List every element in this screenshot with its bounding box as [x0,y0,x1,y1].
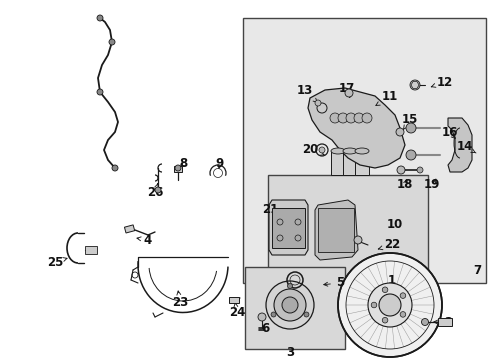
Text: 1: 1 [377,274,395,291]
Circle shape [304,312,308,317]
Bar [342,151,356,175]
Text: 22: 22 [378,238,399,252]
Circle shape [314,100,320,106]
Circle shape [382,318,387,323]
Bar [330,151,345,175]
Text: 14: 14 [456,140,475,153]
Text: 15: 15 [401,113,417,130]
Text: 23: 23 [171,291,188,309]
Circle shape [382,287,387,293]
Text: 21: 21 [262,203,278,216]
Ellipse shape [330,148,345,154]
Text: 3: 3 [285,346,293,359]
Text: 19: 19 [423,179,439,192]
Circle shape [367,283,411,327]
Circle shape [258,313,265,321]
Text: 4: 4 [137,234,152,247]
Text: 17: 17 [338,81,354,98]
Ellipse shape [354,148,368,154]
Circle shape [346,113,355,123]
Circle shape [273,289,305,321]
Bar [243,18,485,283]
Circle shape [337,253,441,357]
Circle shape [329,113,339,123]
Bar [267,175,427,295]
Text: 2: 2 [433,315,451,328]
Text: 7: 7 [472,264,480,276]
Text: 13: 13 [296,85,317,102]
Circle shape [353,113,363,123]
Circle shape [337,113,347,123]
Circle shape [399,312,405,317]
Polygon shape [410,81,418,89]
Circle shape [175,165,181,171]
Polygon shape [447,118,471,172]
Bar [271,208,305,248]
Circle shape [265,281,313,329]
Bar [244,267,345,349]
Circle shape [378,294,400,316]
Circle shape [97,89,103,95]
Circle shape [282,297,297,313]
Bar [85,246,97,254]
Circle shape [316,103,326,113]
Text: 12: 12 [430,76,452,89]
Circle shape [270,312,276,317]
Text: 16: 16 [441,126,457,139]
Polygon shape [307,88,404,168]
Circle shape [361,113,371,123]
Text: 5: 5 [323,276,344,289]
Text: 25: 25 [47,256,67,269]
Text: 8: 8 [179,157,187,171]
Text: 10: 10 [386,219,402,231]
Circle shape [370,302,376,308]
Bar [354,151,368,175]
Text: 26: 26 [146,184,163,199]
Text: 18: 18 [396,179,412,192]
Circle shape [396,166,404,174]
Circle shape [395,128,403,136]
Text: 6: 6 [260,321,268,334]
Circle shape [97,15,103,21]
Circle shape [345,89,352,97]
Circle shape [112,165,118,171]
Bar [437,318,451,326]
Bar [174,166,182,172]
Circle shape [399,293,405,298]
Circle shape [318,147,325,153]
Text: 20: 20 [301,144,324,157]
Circle shape [416,167,422,173]
Bar [124,225,134,233]
Text: 11: 11 [375,90,397,105]
Circle shape [405,123,415,133]
Circle shape [155,187,161,193]
Circle shape [353,236,361,244]
Circle shape [405,150,415,160]
Circle shape [109,39,115,45]
Polygon shape [314,200,357,260]
Bar [317,208,353,252]
Text: 9: 9 [215,157,224,171]
Polygon shape [268,200,307,255]
Text: 24: 24 [228,303,244,320]
Circle shape [409,80,419,90]
Circle shape [421,319,427,325]
Bar [228,297,239,303]
Ellipse shape [342,148,356,154]
Circle shape [287,284,292,288]
